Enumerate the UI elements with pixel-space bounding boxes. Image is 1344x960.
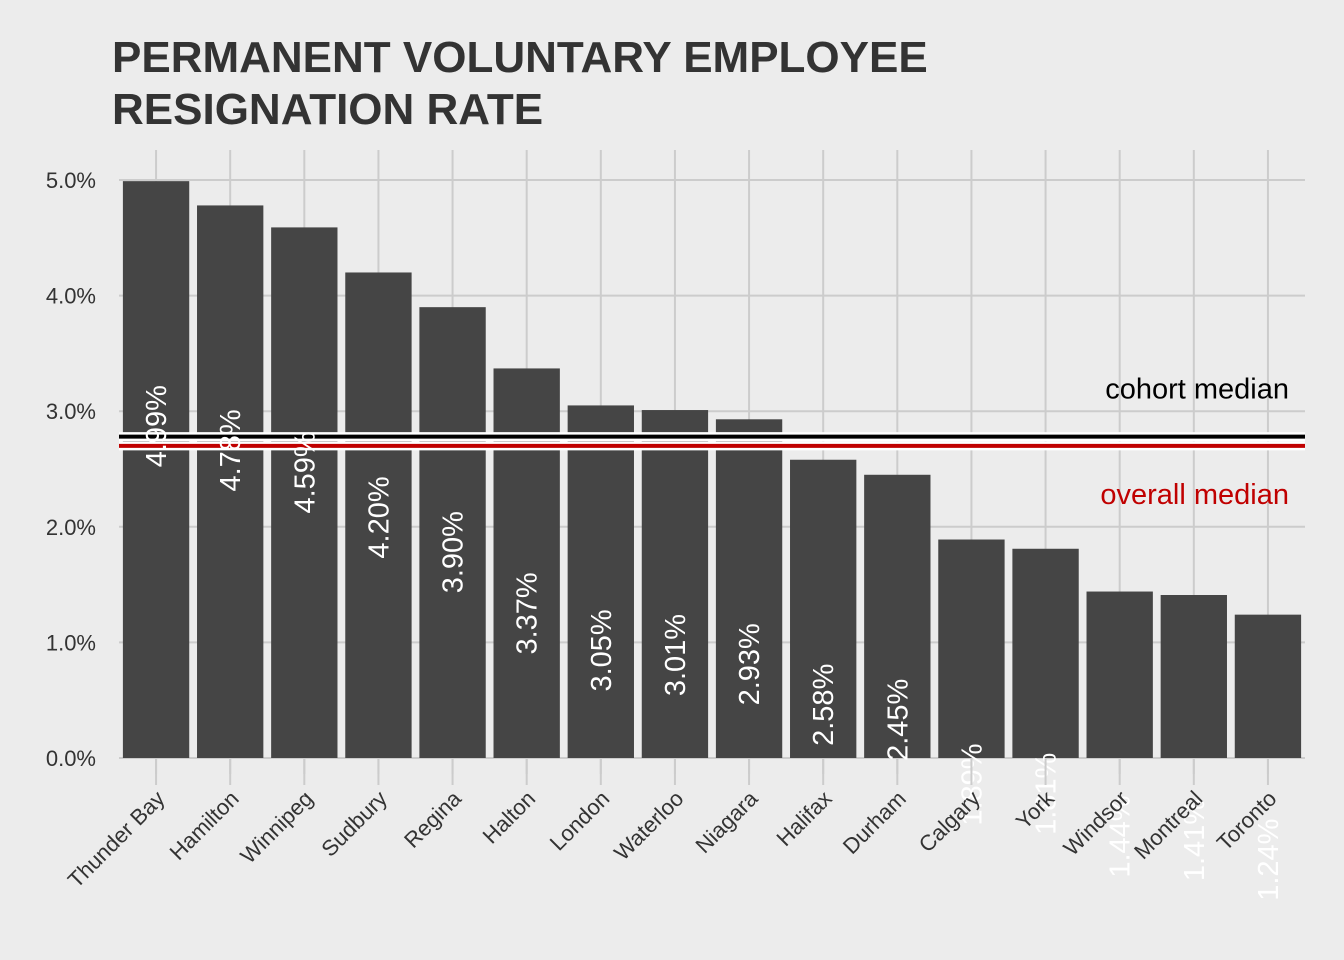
x-tick-label: Durham <box>838 786 911 859</box>
x-tick-label: Regina <box>399 785 467 853</box>
bar-halifax <box>790 459 857 758</box>
reference-label-overall-median: overall median <box>1100 479 1289 511</box>
data-label: 2.45% <box>882 679 914 761</box>
reference-lines: cohort median overall median <box>119 374 1305 511</box>
x-tick-label: Winnipeg <box>235 786 318 869</box>
data-label: 3.01% <box>660 614 692 696</box>
data-label: 1.24% <box>1253 819 1285 901</box>
data-label: 4.78% <box>215 409 247 491</box>
data-label: 4.20% <box>363 476 395 558</box>
y-tick-label: 2.0% <box>46 515 96 540</box>
data-label: 2.58% <box>808 664 840 746</box>
chart-title-line-1: PERMANENT VOLUNTARY EMPLOYEE <box>112 33 928 82</box>
data-labels: 4.99% 4.78% 4.59% 4.20% 3.90% 3.37% 3.05% 3.01%… <box>141 385 1285 901</box>
data-label: 3.90% <box>438 511 470 593</box>
bar-london <box>567 405 634 758</box>
bar-durham <box>864 474 931 758</box>
data-label: 3.05% <box>586 609 618 691</box>
bar-toronto <box>1234 614 1302 758</box>
bar-montreal <box>1160 595 1227 758</box>
data-label: 1.44% <box>1105 795 1137 877</box>
x-tick-label: Sudbury <box>316 786 392 862</box>
data-label: 4.59% <box>289 431 321 513</box>
data-label: 2.93% <box>734 623 766 705</box>
bar-york <box>1012 548 1079 758</box>
x-tick-label: London <box>545 786 615 856</box>
x-tick-label: Hamilton <box>165 786 244 865</box>
reference-label-cohort-median: cohort median <box>1105 374 1289 406</box>
data-label: 3.37% <box>512 572 544 654</box>
bar-windsor <box>1086 591 1153 758</box>
x-tick-label: Waterloo <box>609 786 688 865</box>
bar-waterloo <box>641 410 709 758</box>
y-tick-label: 3.0% <box>46 399 96 424</box>
bars <box>122 181 1302 758</box>
y-axis-ticks: 0.0% 1.0% 2.0% 3.0% 4.0% 5.0% <box>46 168 96 771</box>
bar-winnipeg <box>271 227 338 758</box>
bar-thunder-bay <box>122 181 190 758</box>
bar-halton <box>493 368 560 758</box>
bar-regina <box>419 307 486 758</box>
data-label: 4.99% <box>141 385 173 467</box>
chart-title-line-2: RESIGNATION RATE <box>112 85 543 134</box>
x-tick-label: Halton <box>478 786 541 849</box>
y-tick-label: 0.0% <box>46 746 96 771</box>
y-tick-label: 5.0% <box>46 168 96 193</box>
bar-calgary <box>938 539 1005 758</box>
bar-sudbury <box>345 272 412 758</box>
x-tick-label: Halifax <box>771 786 836 851</box>
x-tick-label: Niagara <box>690 785 763 858</box>
y-tick-label: 1.0% <box>46 630 96 655</box>
data-label: 1.41% <box>1179 799 1211 881</box>
bar-hamilton <box>197 205 264 758</box>
x-tick-label: Thunder Bay <box>63 786 170 893</box>
bar-niagara <box>715 419 783 758</box>
y-tick-label: 4.0% <box>46 284 96 309</box>
